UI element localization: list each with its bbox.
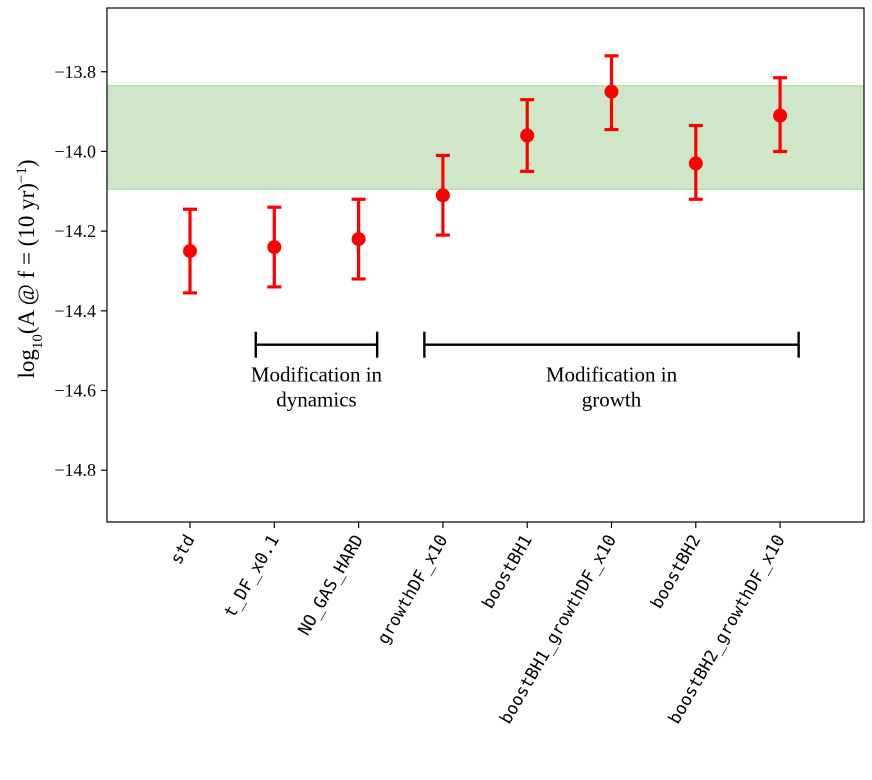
- y-axis-label: log10(A @ f = (10 yr)−1): [14, 159, 46, 378]
- plot-frame: [106, 7, 865, 523]
- annotation-text: growth: [582, 388, 642, 412]
- reference-band: [106, 85, 865, 190]
- y-tick-label: −14.0: [54, 141, 96, 161]
- data-layer: [183, 54, 788, 295]
- y-tick-label: −13.8: [54, 62, 96, 82]
- y-axis-label-subscript: 10: [30, 334, 46, 349]
- y-axis-label-close: ): [14, 159, 39, 167]
- y-axis-label-superscript: −1: [14, 167, 30, 183]
- x-tick-label: boostBH1: [478, 531, 536, 612]
- data-point: [520, 128, 535, 143]
- x-axis: std t_DF_x0.1 NO_GAS_HARD growthDF_x10 boost…: [167, 522, 790, 728]
- x-tick-label: t_DF_x0.1: [220, 531, 283, 621]
- annotation-text: Modification in: [251, 363, 383, 387]
- annotation-text: dynamics: [276, 388, 356, 412]
- x-tick-label: std: [167, 531, 200, 568]
- y-tick-label: −14.2: [54, 221, 96, 241]
- y-tick-label: −14.6: [54, 381, 96, 401]
- y-tick-label: −14.8: [54, 460, 96, 480]
- data-point: [183, 244, 197, 259]
- y-tick-label: −14.4: [54, 301, 96, 321]
- x-tick-label: boostBH2: [647, 531, 705, 612]
- y-axis-label-log: log: [14, 349, 39, 379]
- y-axis: −14.8 −14.6 −14.4 −14.2 −14.0 −13.8: [54, 62, 107, 480]
- x-tick-label: growthDF_x10: [374, 531, 453, 647]
- reference-band-layer: [106, 85, 865, 190]
- data-point: [435, 188, 450, 203]
- data-point: [604, 84, 619, 99]
- x-tick-label: NO_GAS_HARD: [294, 531, 368, 639]
- y-axis-label-body: (A @ f = (10 yr): [14, 183, 39, 334]
- data-point: [773, 108, 788, 123]
- annotation-text: Modification in: [546, 363, 678, 387]
- data-point: [688, 156, 703, 171]
- data-point: [351, 232, 366, 247]
- data-point: [267, 240, 282, 255]
